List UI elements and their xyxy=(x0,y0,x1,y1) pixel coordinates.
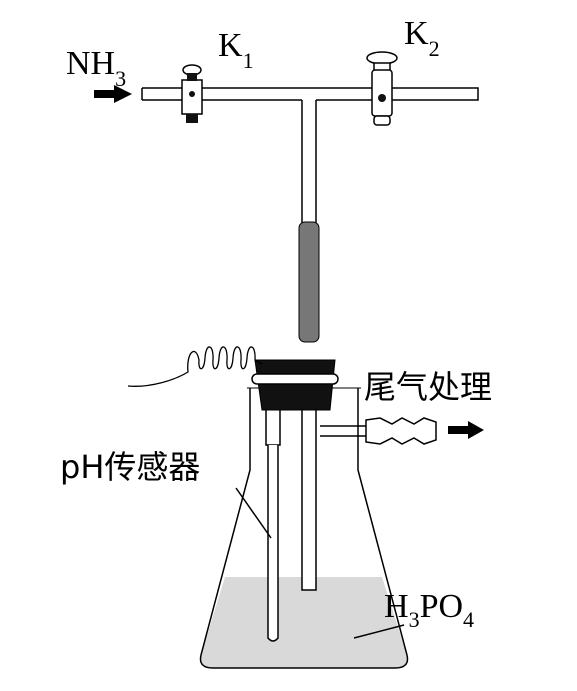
heating-coil-icon xyxy=(127,346,263,387)
inlet-arrow-icon xyxy=(94,85,132,103)
valve-k2-stopcock-icon[interactable] xyxy=(366,51,398,126)
label-nh3: NH xyxy=(66,45,115,82)
label-acid-sub4: 4 xyxy=(463,607,474,632)
stopper-ring xyxy=(251,373,339,385)
label-acid-h: H xyxy=(384,588,409,625)
conical-flask xyxy=(199,388,409,669)
inner-glass-tube xyxy=(301,400,317,591)
label-nh3-subscript: 3 xyxy=(115,66,126,91)
rubber-stopper xyxy=(254,359,336,411)
label-acid-po: PO xyxy=(420,588,463,625)
ph-sensor-rod xyxy=(267,445,279,642)
svg-text:K2: K2 xyxy=(404,15,440,61)
label-k1-subscript: 1 xyxy=(243,48,254,73)
outlet-arrow-icon xyxy=(448,421,484,439)
label-acid-sub3: 3 xyxy=(409,607,420,632)
label-tail-gas: 尾气处理 xyxy=(364,368,492,406)
ph-sensor-pointer-line xyxy=(235,487,272,539)
label-ph-sensor: pH传感器 xyxy=(60,448,200,486)
label-k2: K xyxy=(404,15,429,52)
phosphoric-acid-liquid xyxy=(200,577,408,668)
label-k1: K xyxy=(218,27,243,64)
svg-text:NH3: NH3 xyxy=(66,45,126,91)
side-arm-tube xyxy=(320,425,368,437)
acid-pointer-line xyxy=(353,624,405,639)
tail-gas-nozzle xyxy=(365,417,437,445)
rubber-tubing xyxy=(298,221,320,343)
horizontal-gas-tube xyxy=(142,87,479,101)
valve-k1-stopcock-icon[interactable] xyxy=(181,64,203,123)
svg-text:K1: K1 xyxy=(218,27,254,73)
label-k2-subscript: 2 xyxy=(429,36,440,61)
svg-text:H3PO4: H3PO4 xyxy=(384,588,474,632)
